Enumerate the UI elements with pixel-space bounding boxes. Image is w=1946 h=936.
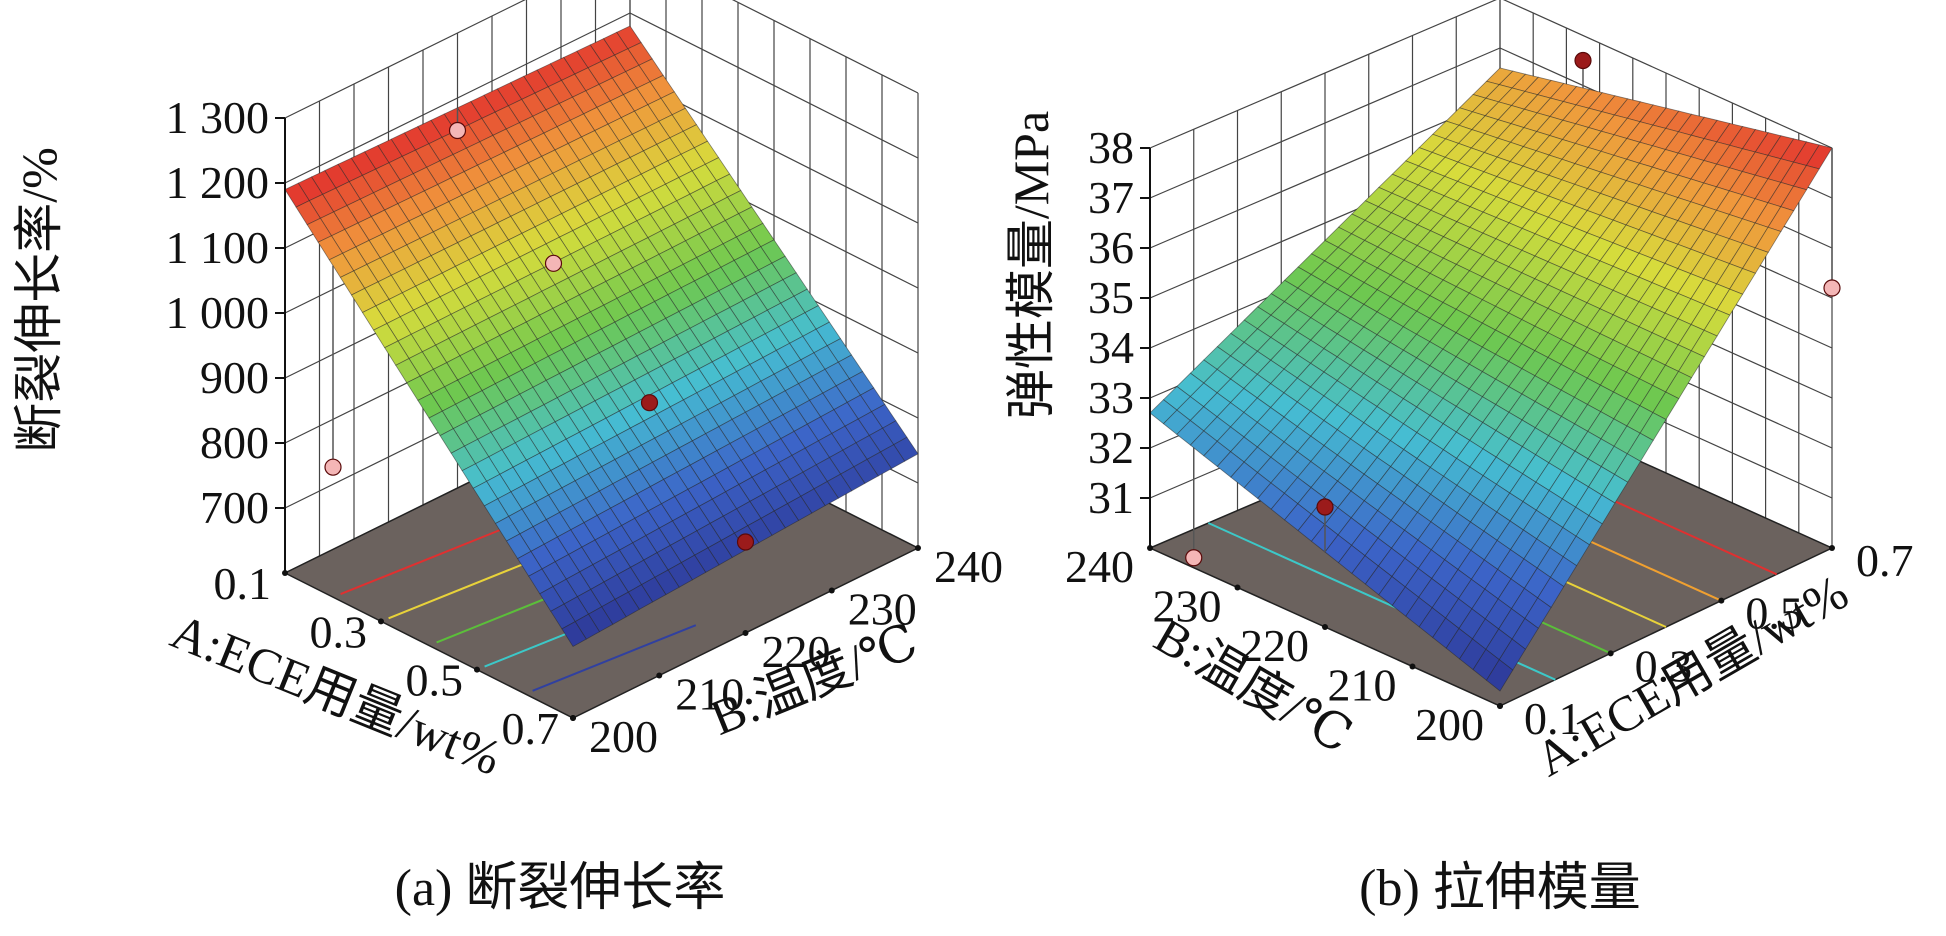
x-tick [1718,597,1725,604]
z-tick-label: 1 100 [166,222,270,273]
wall-grid-line [1149,97,1501,249]
z-tick-label: 36 [1088,222,1134,273]
design-point [1574,51,1592,70]
x-tick [1829,545,1835,551]
y-tick [1234,584,1241,591]
surface-cell [561,621,587,648]
y-tick-label: 220 [1240,620,1309,671]
x-tick [474,666,480,673]
x-tick-label: 0.5 [1745,588,1803,639]
x-axis: 0.1 0.3 0.5 0.7 [1497,535,1914,744]
z-tick-label: 31 [1088,472,1134,523]
x-tick-label: 0.1 [1524,693,1582,744]
contour-line [532,624,697,692]
wall-grid-line [1149,47,1501,199]
y-tick-label: 230 [1153,581,1222,632]
figure-caption: (a) 断裂伸长率 [395,860,726,917]
z-tick-label: 900 [200,352,269,403]
design-point [736,533,755,551]
design-point [448,121,467,140]
z-tick-label: 38 [1088,122,1134,173]
response-surface [284,25,919,648]
y-axis: 200 210 220 230 240 [1065,541,1503,750]
y-tick-label: 240 [1065,541,1134,592]
y-tick [1147,545,1153,551]
wall-grid-line [1502,0,1833,149]
wall-grid-line [629,12,919,159]
wall-grid-line [731,0,919,94]
z-axis: 700 800 900 1 000 1 100 1 200 1 300 [166,92,286,573]
x-tick-label: 0.5 [406,655,464,706]
x-tick [378,618,384,625]
z-tick-label: 700 [200,482,269,533]
y-tick [1497,703,1503,709]
z-tick-label: 33 [1088,372,1134,423]
y-tick [742,630,749,636]
z-tick-label: 35 [1088,272,1134,323]
wall-grid-line [284,12,631,184]
design-point [1316,498,1334,516]
z-tick-label: 1 000 [166,287,270,338]
y-tick [1409,663,1416,670]
y-tick-label: 220 [762,626,831,677]
wall-grid-line [1149,0,1497,149]
contour-line [340,527,505,596]
z-tick-label: 32 [1088,422,1134,473]
design-point [324,458,342,476]
design-point [640,394,659,412]
z-axis-title: 弹性模量/MPa [1003,111,1059,419]
x-tick-label: 0.7 [1856,535,1914,586]
y-tick-label: 200 [589,711,658,762]
y-axis: 200 210 220 230 240 [570,541,1003,762]
surface-cell [1485,659,1514,692]
design-point [1185,549,1203,567]
y-tick [915,545,921,551]
x-tick-label: 0.3 [310,606,368,657]
z-tick-label: 34 [1088,322,1134,373]
y-tick [570,715,576,721]
x-axis: 0.1 0.3 0.5 0.7 [214,558,576,754]
x-tick-label: 0.3 [1635,640,1693,691]
design-points [324,107,755,551]
z-axis-title: 断裂伸长率/% [11,147,67,453]
z-tick-label: 1 300 [166,92,270,143]
design-point [544,254,563,272]
x-tick [282,570,288,576]
y-tick [656,672,663,679]
response-surface [1149,67,1833,692]
design-point [1823,279,1841,297]
y-tick-label: 230 [848,584,917,635]
y-tick-label: 240 [934,541,1003,592]
wall-grid-line [284,0,526,119]
figure-caption: (b) 拉伸模量 [1359,860,1641,917]
design-points [1185,51,1841,567]
y-tick-label: 210 [675,669,744,720]
x-tick-label: 0.7 [502,703,560,754]
x-tick-label: 0.1 [214,558,272,609]
z-tick-label: 37 [1088,172,1134,223]
y-tick [828,587,835,594]
y-tick-label: 200 [1415,699,1484,750]
z-tick-label: 1 200 [166,157,270,208]
x-tick [1607,650,1614,657]
z-tick-label: 800 [200,417,269,468]
y-tick [1322,624,1328,630]
y-tick-label: 210 [1328,660,1397,711]
